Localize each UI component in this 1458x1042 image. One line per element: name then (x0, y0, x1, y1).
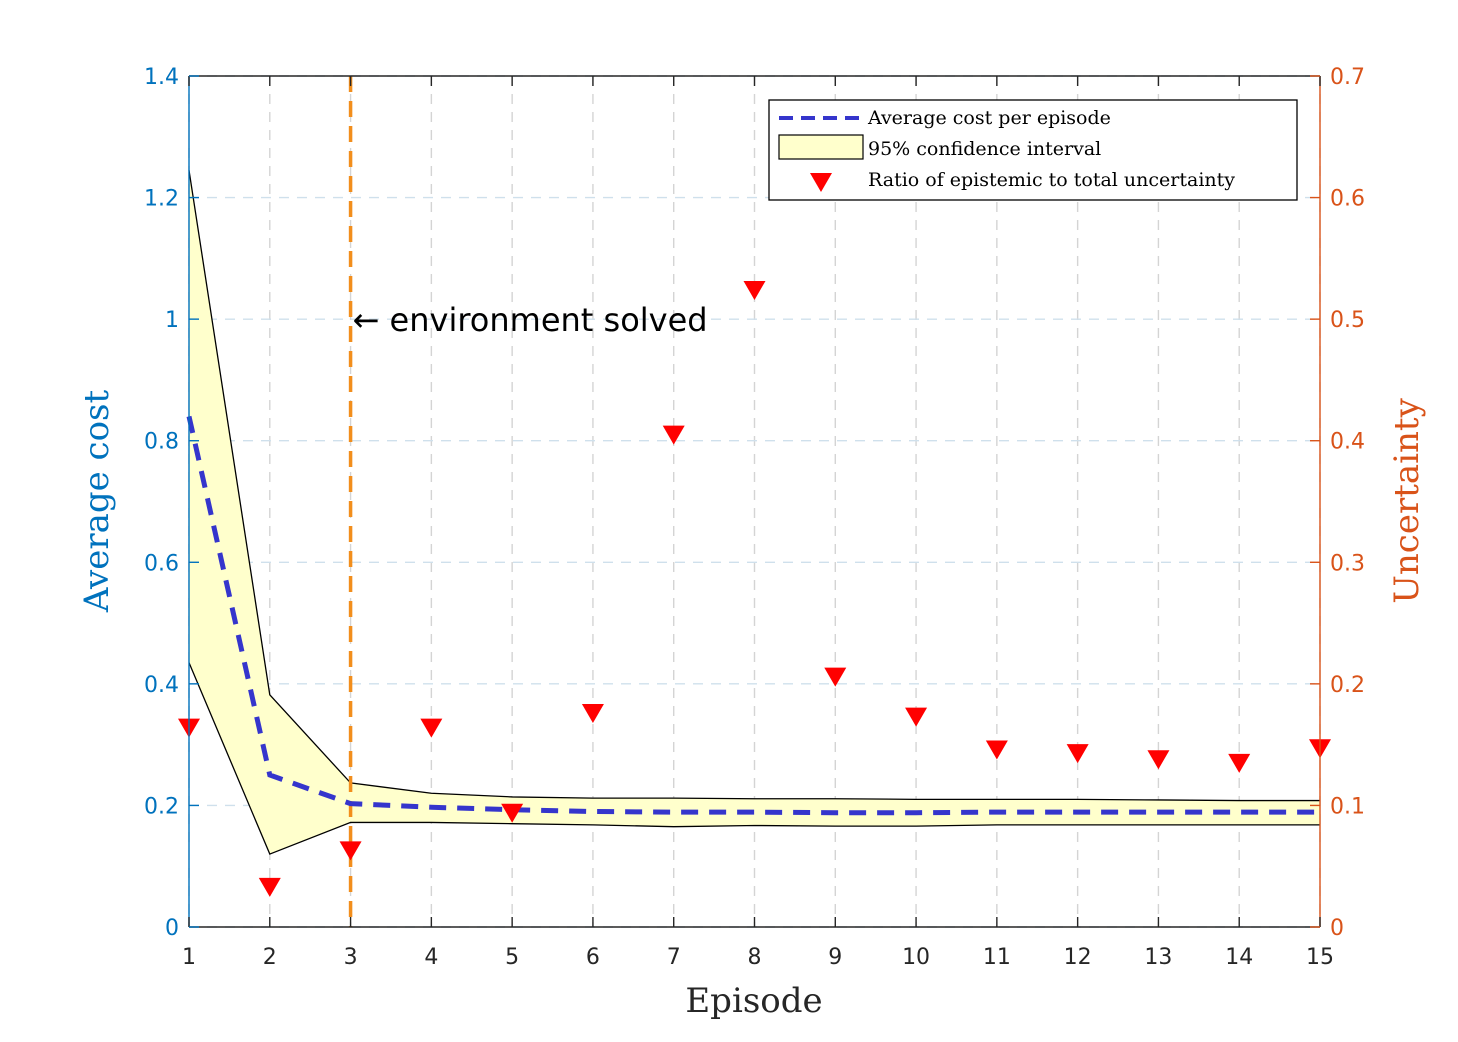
uncertainty-marker (743, 280, 766, 300)
uncertainty-marker (420, 718, 443, 738)
x-tick-label: 3 (344, 945, 358, 970)
x-tick-label: 5 (505, 945, 519, 970)
uncertainty-marker (1147, 750, 1170, 770)
y-tick-label-left: 1.4 (144, 65, 179, 90)
uncertainty-marker (662, 425, 685, 445)
uncertainty-marker (824, 667, 847, 687)
y-tick-label-left: 0.6 (144, 551, 179, 576)
legend-label-marker: Ratio of epistemic to total uncertainty (868, 169, 1235, 191)
tick-labels: 1 2 3 4 5 6 7 8 9 10 11 12 13 14 1500.20.40.60.811.21.… (144, 65, 1365, 970)
x-tick-label: 12 (1064, 945, 1092, 970)
x-tick-label: 1 (182, 945, 196, 970)
y-tick-label-right: 0.3 (1330, 551, 1365, 576)
y-tick-label-right: 0.2 (1330, 673, 1365, 698)
y-tick-label-left: 0.4 (144, 673, 179, 698)
y-tick-label-right: 0.4 (1330, 430, 1365, 455)
y-axis-label-right: Uncertainty (1387, 397, 1427, 603)
y-tick-label-right: 0.6 (1330, 187, 1365, 212)
confidence-band-upper (188, 170, 1320, 802)
uncertainty-marker (258, 877, 281, 897)
average-cost-series (186, 415, 1320, 816)
x-axis-label: Episode (685, 981, 822, 1021)
annotation: ← environment solved (353, 301, 708, 339)
average-cost-line (186, 415, 1320, 816)
uncertainty-marker (985, 740, 1008, 760)
x-tick-label: 15 (1306, 945, 1334, 970)
y-tick-label-right: 0.5 (1330, 308, 1365, 333)
y-axis-label-left: Average cost (77, 389, 117, 613)
y-tick-label-right: 0.7 (1330, 65, 1365, 90)
uncertainty-marker (905, 707, 928, 727)
y-tick-label-right: 0 (1330, 916, 1344, 941)
x-tick-label: 6 (586, 945, 600, 970)
y-tick-label-left: 0 (165, 916, 179, 941)
x-tick-label: 4 (424, 945, 438, 970)
x-tick-label: 9 (828, 945, 842, 970)
annotation-text: ← environment solved (353, 301, 708, 339)
legend-swatch-marker (810, 173, 832, 192)
x-tick-label: 11 (983, 945, 1011, 970)
uncertainty-marker (1228, 753, 1251, 773)
axis-labels: Episode Average cost Uncertainty (77, 389, 1427, 1021)
x-tick-label: 10 (902, 945, 930, 970)
uncertainty-marker (1066, 744, 1089, 764)
x-tick-label: 14 (1225, 945, 1253, 970)
uncertainty-marker (339, 841, 362, 861)
legend-swatch-band (778, 134, 864, 160)
x-tick-label: 2 (263, 945, 277, 970)
y-tick-label-left: 1.2 (144, 187, 179, 212)
x-tick-label: 13 (1144, 945, 1172, 970)
confidence-band-lower (188, 662, 1320, 855)
x-tick-label: 8 (748, 945, 762, 970)
y-tick-label-left: 1 (165, 308, 179, 333)
legend-label-band: 95% confidence interval (868, 138, 1101, 160)
uncertainty-marker (581, 704, 604, 724)
y-tick-label-right: 0.1 (1330, 794, 1365, 819)
x-tick-label: 7 (667, 945, 681, 970)
legend: Average cost per episode 95% confidence i… (768, 99, 1298, 201)
uncertainty-marker (501, 803, 524, 823)
uncertainty-ratio-markers (178, 280, 1331, 897)
legend-label-mean: Average cost per episode (867, 107, 1111, 129)
y-tick-label-left: 0.2 (144, 794, 179, 819)
y-tick-label-left: 0.8 (144, 430, 179, 455)
axes (188, 75, 1321, 928)
